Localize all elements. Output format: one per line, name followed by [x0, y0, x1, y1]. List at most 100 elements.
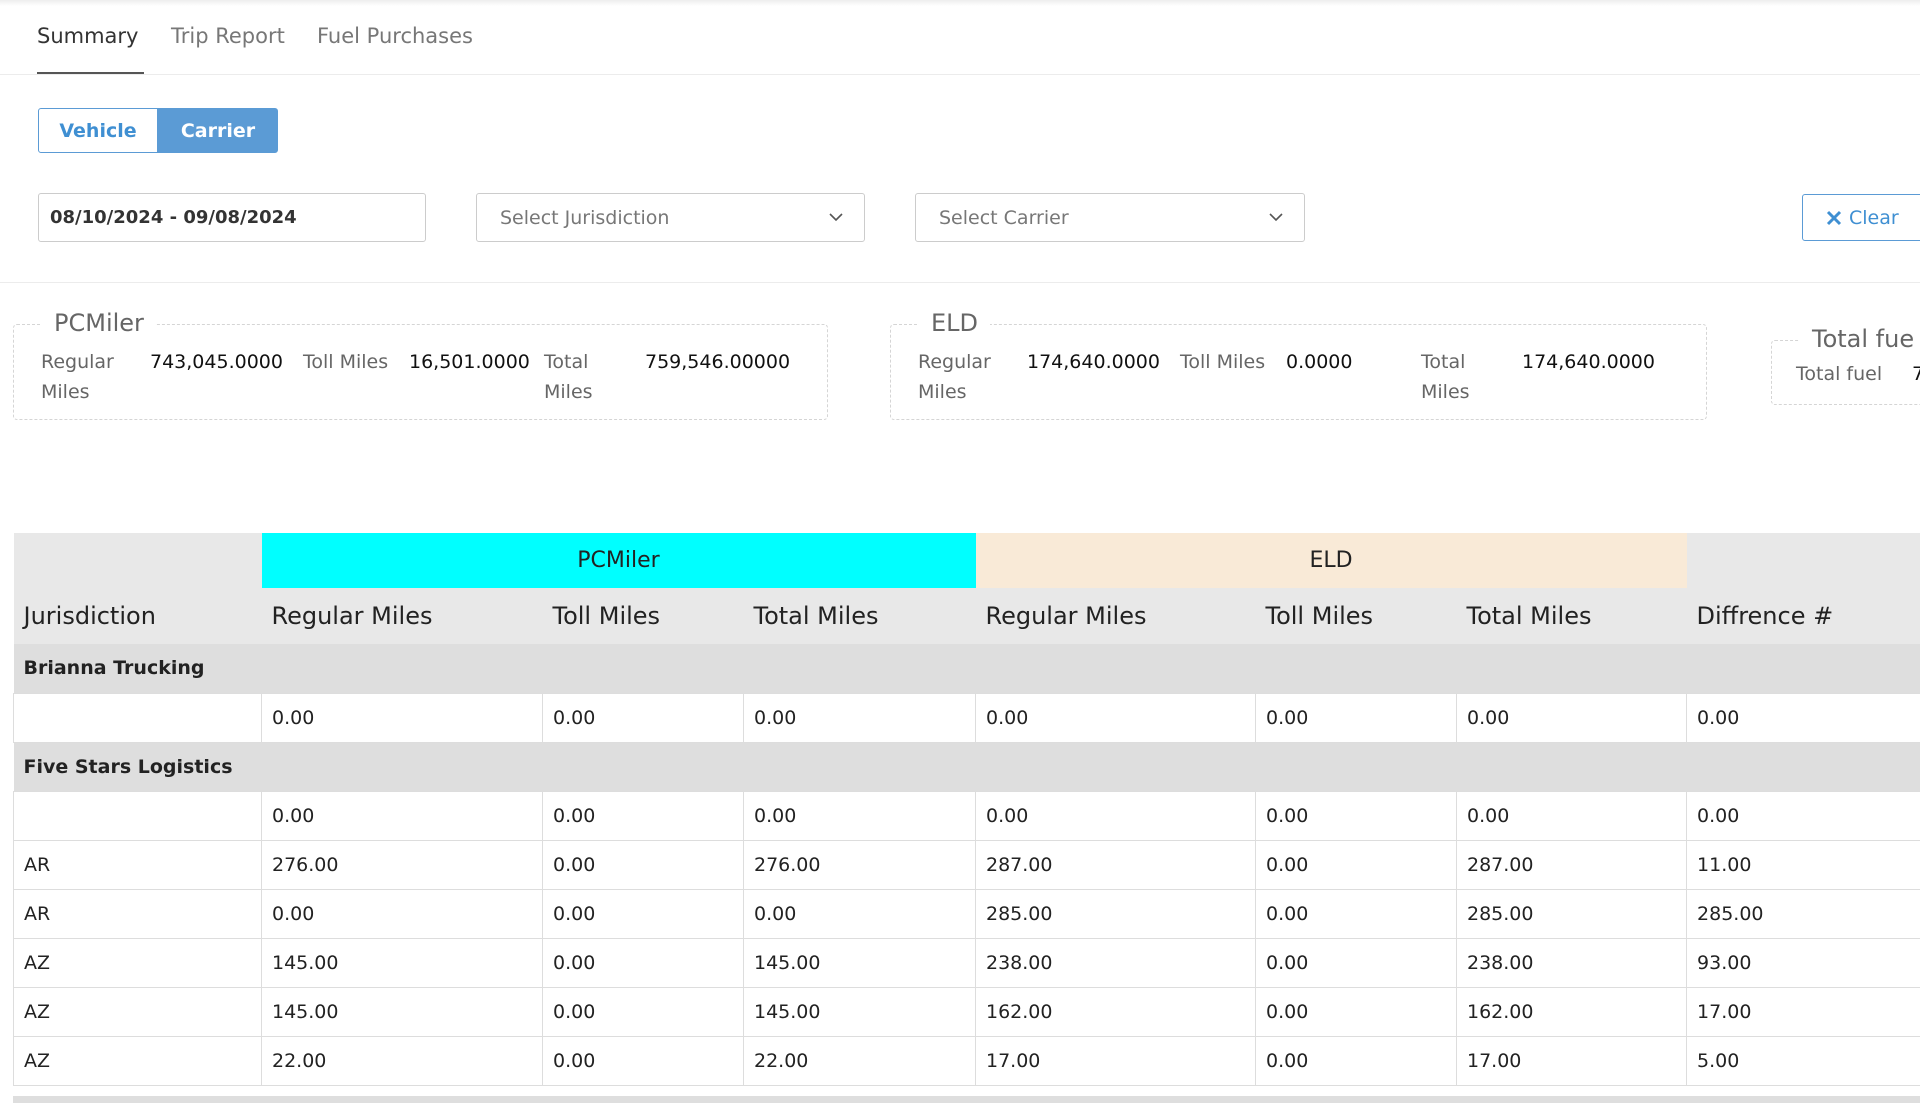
placeholder: Select Carrier	[939, 207, 1069, 229]
card-label: Toll Miles	[1180, 347, 1265, 377]
cell: 0.00	[543, 1036, 744, 1085]
cell: 287.00	[1457, 840, 1687, 889]
data-row: AZ145.000.00145.00162.000.00162.0017.00	[14, 987, 1920, 1036]
cell: 93.00	[1687, 938, 1920, 987]
group-row: Five Stars Logistics	[14, 742, 1920, 791]
cell: 0.00	[1256, 938, 1457, 987]
cell: 0.00	[1256, 840, 1457, 889]
card-label: Toll Miles	[303, 347, 388, 377]
toggle-button[interactable]: Vehicle	[38, 108, 158, 153]
chevron	[828, 211, 844, 223]
cell: 285.00	[976, 889, 1256, 938]
cell: 0.00	[543, 791, 744, 840]
cell: 0.00	[1457, 791, 1687, 840]
divider	[0, 74, 1920, 75]
cell: 238.00	[976, 938, 1256, 987]
chevron	[1268, 211, 1284, 223]
group-header: ELD	[976, 533, 1687, 588]
card-title: PCMiler	[42, 309, 156, 337]
card-title: ELD	[919, 309, 990, 337]
card-value: 174,640.0000	[1027, 347, 1160, 377]
cell: 145.00	[262, 938, 543, 987]
cell: 287.00	[976, 840, 1256, 889]
group-name: Brianna Trucking	[14, 644, 1920, 693]
cell	[14, 791, 262, 840]
cell: 0.00	[1256, 987, 1457, 1036]
data-row: AZ145.000.00145.00238.000.00238.0093.00	[14, 938, 1920, 987]
cell: 0.00	[976, 791, 1256, 840]
card-value: 16,501.0000	[409, 347, 530, 377]
card-value: 759,546.00000	[645, 347, 790, 377]
column-header: Total Miles	[1457, 588, 1687, 644]
cell: 276.00	[262, 840, 543, 889]
cell: 17.00	[976, 1036, 1256, 1085]
cell: 22.00	[744, 1036, 976, 1085]
cell: 11.00	[1687, 840, 1920, 889]
group-header: PCMiler	[262, 533, 976, 588]
column-header: Regular Miles	[976, 588, 1256, 644]
column-header: Toll Miles	[543, 588, 744, 644]
cell: 0.00	[976, 693, 1256, 742]
column-header: Jurisdiction	[14, 588, 262, 644]
cell: 5.00	[1687, 1036, 1920, 1085]
cell: 0.00	[543, 938, 744, 987]
clear-text: Clear	[1849, 207, 1899, 229]
header-cell	[14, 533, 262, 588]
placeholder: Select Jurisdiction	[500, 207, 669, 229]
card-label: Total Miles	[544, 347, 624, 407]
column-header: Regular Miles	[262, 588, 543, 644]
tab[interactable]: Summary	[37, 24, 138, 48]
clear-button[interactable]: Clear	[1802, 194, 1920, 241]
tab[interactable]: Fuel Purchases	[317, 24, 473, 48]
cell: 162.00	[976, 987, 1256, 1036]
jurisdiction-select[interactable]: Select Jurisdiction	[476, 193, 865, 242]
data-row: AZ22.000.0022.0017.000.0017.005.00	[14, 1036, 1920, 1085]
data-row: AR276.000.00276.00287.000.00287.0011.00	[14, 840, 1920, 889]
card-value: 174,640.0000	[1522, 347, 1655, 377]
cell: 145.00	[744, 938, 976, 987]
top-shadow	[0, 0, 1920, 6]
cell: AZ	[14, 938, 262, 987]
toggle-button[interactable]: Carrier	[158, 108, 278, 153]
header-cell	[1687, 533, 1920, 588]
x-icon	[1825, 209, 1843, 227]
cell: 0.00	[1687, 693, 1920, 742]
cell: 0.00	[543, 889, 744, 938]
cell: 0.00	[1256, 693, 1457, 742]
group-header-row: PCMilerELD	[14, 533, 1920, 588]
data-table: PCMilerELDJurisdictionRegular MilesToll …	[13, 533, 1920, 1086]
column-header: Diffrence #	[1687, 588, 1920, 644]
tab[interactable]: Trip Report	[171, 24, 285, 48]
cell: 17.00	[1687, 987, 1920, 1036]
cell: 0.00	[1256, 889, 1457, 938]
cell: 0.00	[1256, 791, 1457, 840]
cell: 145.00	[262, 987, 543, 1036]
cell: 0.00	[262, 889, 543, 938]
date-range[interactable]: 08/10/2024 - 09/08/2024	[38, 193, 426, 242]
card-value: 0.0000	[1286, 347, 1352, 377]
card-title: Total fue	[1800, 325, 1920, 353]
column-header: Total Miles	[744, 588, 976, 644]
data-row: AR0.000.000.00285.000.00285.00285.00	[14, 889, 1920, 938]
cell: AZ	[14, 1036, 262, 1085]
card-label: Regular Miles	[918, 347, 998, 407]
cell: 22.00	[262, 1036, 543, 1085]
cell: 276.00	[744, 840, 976, 889]
cell: 0.00	[543, 840, 744, 889]
carrier-select[interactable]: Select Carrier	[915, 193, 1305, 242]
card-value: 743,045.0000	[150, 347, 283, 377]
data-row: 0.000.000.000.000.000.000.00	[14, 693, 1920, 742]
card-label: Total fuel	[1796, 359, 1882, 389]
summary-card: PCMilerRegular Miles743,045.0000Toll Mil…	[13, 324, 828, 420]
cell: 0.00	[744, 889, 976, 938]
card-value: 7,	[1912, 359, 1920, 389]
group-row: Brianna Trucking	[14, 644, 1920, 693]
group-name: Five Stars Logistics	[14, 742, 1920, 791]
divider	[0, 282, 1920, 283]
card-label: Total Miles	[1421, 347, 1501, 407]
cell: 238.00	[1457, 938, 1687, 987]
cell: 0.00	[262, 791, 543, 840]
cell: 0.00	[1256, 1036, 1457, 1085]
column-header: Toll Miles	[1256, 588, 1457, 644]
column-header-row: JurisdictionRegular MilesToll MilesTotal…	[14, 588, 1920, 644]
